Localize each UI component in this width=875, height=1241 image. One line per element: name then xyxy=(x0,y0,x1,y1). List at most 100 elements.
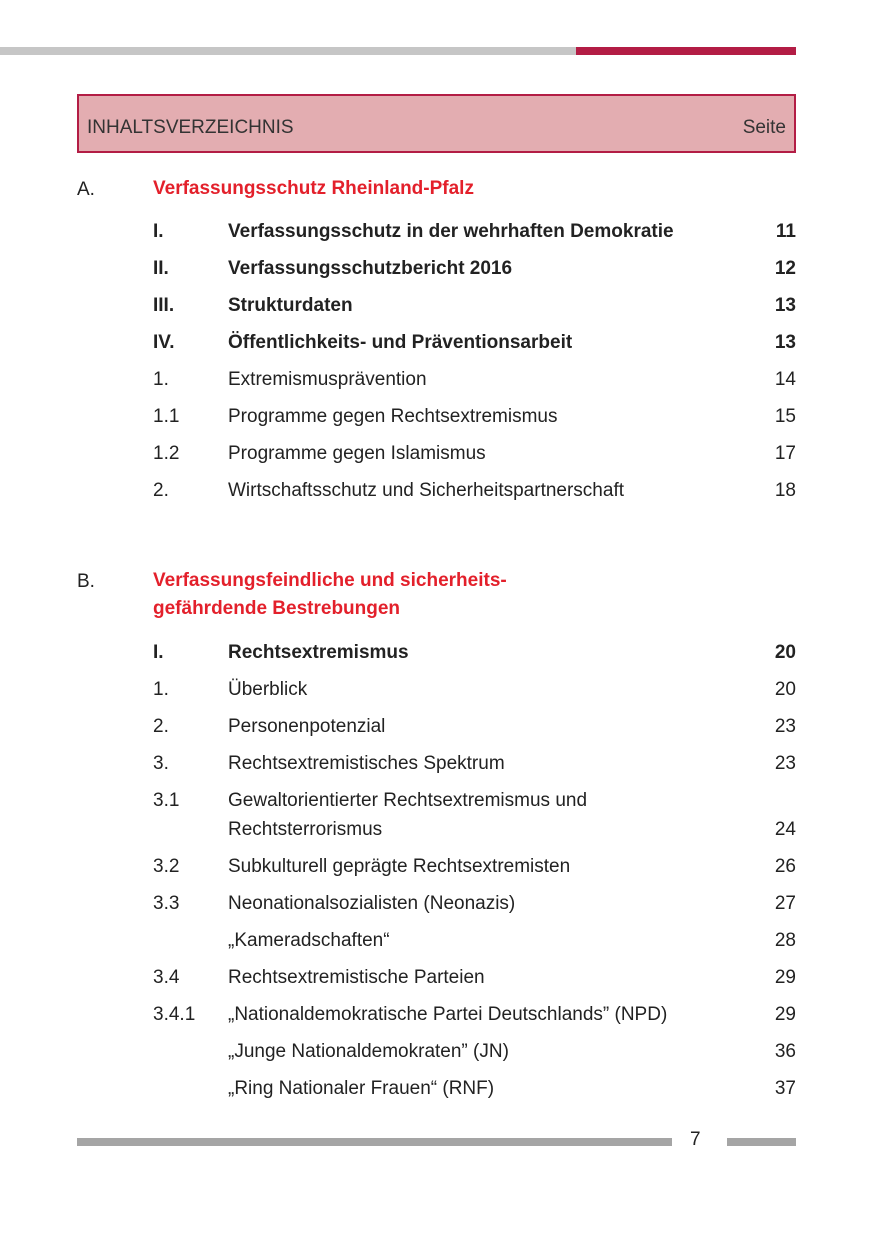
entry-number: 1.1 xyxy=(153,406,180,427)
entry-page: 26 xyxy=(774,856,796,877)
footer-bar-left xyxy=(77,1138,672,1146)
entry-title: Verfassungsschutzbericht 2016 xyxy=(228,258,513,279)
toc-entry[interactable]: 3.2 Subkulturell geprägte Rechtsextremist… xyxy=(153,848,796,885)
entry-title: „Nationaldemokratische Partei Deutschlan… xyxy=(228,1004,668,1025)
entry-title: Verfassungsschutz in der wehrhaften Demo… xyxy=(228,221,674,242)
entry-title: „Junge Nationaldemokraten” (JN) xyxy=(228,1041,509,1062)
entry-number: III. xyxy=(153,295,175,316)
entry-page: 29 xyxy=(774,1004,796,1025)
entry-page: 13 xyxy=(774,295,796,316)
entry-title: Programme gegen Rechtsextremismus xyxy=(228,406,558,427)
toc-entry[interactable]: „Ring Nationaler Frauen“ (RNF) 37 xyxy=(153,1070,796,1107)
toc-entry[interactable]: 3. Rechtsextremistisches Spektrum 23 xyxy=(153,745,796,782)
section-title: Verfassungsschutz Rheinland-Pfalz xyxy=(153,178,474,199)
entry-number: 3.3 xyxy=(153,893,180,914)
section-a-entries: I. Verfassungsschutz in der wehrhaften De… xyxy=(153,213,796,509)
entry-title-line: Gewaltorientierter Rechtsextremismus und xyxy=(228,790,588,811)
entry-number: II. xyxy=(153,258,169,279)
footer-bar-right xyxy=(727,1138,796,1146)
entry-title: „Kameradschaften“ xyxy=(228,930,390,951)
toc-entry[interactable]: „Junge Nationaldemokraten” (JN) 36 xyxy=(153,1033,796,1070)
toc-entry[interactable]: 1. Extremismusprävention 14 xyxy=(153,361,796,398)
entry-page: 13 xyxy=(774,332,796,353)
entry-number: 3.4 xyxy=(153,967,180,988)
top-accent-bar xyxy=(576,47,796,55)
page-number: 7 xyxy=(690,1129,701,1150)
toc-entry[interactable]: 1.1 Programme gegen Rechtsextremismus 15 xyxy=(153,398,796,435)
entry-page: 11 xyxy=(775,221,796,242)
entry-page: 28 xyxy=(774,930,796,951)
toc-entry[interactable]: 1.2 Programme gegen Islamismus 17 xyxy=(153,435,796,472)
toc-entry[interactable]: IV. Öffentlichkeits- und Präventionsarbei… xyxy=(153,324,796,361)
toc-entry[interactable]: II. Verfassungsschutzbericht 2016 12 xyxy=(153,250,796,287)
toc-entry[interactable]: 3.3 Neonationalsozialisten (Neonazis) 27 xyxy=(153,885,796,922)
entry-title: Rechtsextremismus xyxy=(228,642,409,663)
entry-number: 2. xyxy=(153,716,169,737)
entry-number: 1.2 xyxy=(153,443,180,464)
toc-entry[interactable]: 1. Überblick 20 xyxy=(153,671,796,708)
toc-entry[interactable]: „Kameradschaften“ 28 xyxy=(153,922,796,959)
entry-title: Strukturdaten xyxy=(228,295,353,316)
entry-title: Personenpotenzial xyxy=(228,716,386,737)
entry-number: 3. xyxy=(153,753,169,774)
toc-entry[interactable]: 2. Personenpotenzial 23 xyxy=(153,708,796,745)
toc-entry[interactable]: 2. Wirtschaftsschutz und Sicherheitspartn… xyxy=(153,472,796,509)
entry-page: 23 xyxy=(774,716,796,737)
entry-title: Extremismusprävention xyxy=(228,369,427,390)
entry-number: I. xyxy=(153,221,164,242)
toc-entry[interactable]: I. Rechtsextremismus 20 xyxy=(153,634,796,671)
entry-number: 1. xyxy=(153,369,169,390)
entry-number: 1. xyxy=(153,679,169,700)
section-title: Verfassungsfeindliche und sicherheits- g… xyxy=(153,567,507,623)
entry-page: 14 xyxy=(774,369,796,390)
entry-page: 12 xyxy=(774,258,796,279)
entry-title: Rechtsextremistische Parteien xyxy=(228,967,485,988)
toc-entry[interactable]: 3.4 Rechtsextremistische Parteien 29 xyxy=(153,959,796,996)
entry-page: 27 xyxy=(774,893,796,914)
entry-title: Öffentlichkeits- und Präventionsarbeit xyxy=(228,332,573,353)
entry-number xyxy=(153,1037,228,1066)
section-b-heading: B. Verfassungsfeindliche und sicherheits… xyxy=(77,567,796,625)
toc-entry[interactable]: III. Strukturdaten 13 xyxy=(153,287,796,324)
entry-title: Überblick xyxy=(228,679,308,700)
entry-page: 20 xyxy=(774,679,796,700)
entry-number: 2. xyxy=(153,480,169,501)
entry-title: Gewaltorientierter Rechtsextremismus und… xyxy=(228,786,796,844)
toc-entry[interactable]: I. Verfassungsschutz in der wehrhaften De… xyxy=(153,213,796,250)
entry-number xyxy=(153,926,228,955)
entry-page: 18 xyxy=(774,480,796,501)
section-b-entries: I. Rechtsextremismus 20 1. Überblick 20 2. Pers… xyxy=(153,634,796,1107)
entry-number xyxy=(153,1074,228,1103)
entry-number: 3.2 xyxy=(153,856,180,877)
entry-title: Programme gegen Islamismus xyxy=(228,443,486,464)
toc-entry[interactable]: 3.1 Gewaltorientierter Rechtsextremismus … xyxy=(153,782,796,848)
entry-title: Neonationalsozialisten (Neonazis) xyxy=(228,893,516,914)
entry-title: Subkulturell geprägte Rechtsextremisten xyxy=(228,856,571,877)
entry-page: 24 xyxy=(774,819,796,840)
section-letter: B. xyxy=(77,571,95,592)
section-a-heading: A. Verfassungsschutz Rheinland-Pfalz xyxy=(77,175,796,204)
entry-number: 3.1 xyxy=(153,790,180,811)
entry-number: 3.4.1 xyxy=(153,1004,196,1025)
entry-title-line: Rechtsterrorismus xyxy=(228,819,383,840)
page-column-label: Seite xyxy=(742,117,786,138)
toc-entry[interactable]: 3.4.1 „Nationaldemokratische Partei Deuts… xyxy=(153,996,796,1033)
top-gray-bar xyxy=(0,47,576,55)
section-letter: A. xyxy=(77,179,95,200)
entry-page: 23 xyxy=(774,753,796,774)
toc-title: INHALTSVERZEICHNIS xyxy=(87,117,294,138)
entry-page: 17 xyxy=(774,443,796,464)
entry-title: Rechtsextremistisches Spektrum xyxy=(228,753,505,774)
entry-title: Wirtschaftsschutz und Sicherheitspartner… xyxy=(228,480,625,501)
entry-number: IV. xyxy=(153,332,175,353)
entry-page: 29 xyxy=(774,967,796,988)
entry-title: „Ring Nationaler Frauen“ (RNF) xyxy=(228,1078,495,1099)
entry-page: 37 xyxy=(774,1078,796,1099)
entry-page: 15 xyxy=(774,406,796,427)
toc-header: INHALTSVERZEICHNIS Seite xyxy=(77,94,796,153)
section-title-line: gefährdende Bestrebungen xyxy=(153,598,401,619)
entry-number: I. xyxy=(153,642,164,663)
section-title-line: Verfassungsfeindliche und sicherheits- xyxy=(153,570,507,591)
entry-page: 20 xyxy=(774,642,796,663)
entry-page: 36 xyxy=(774,1041,796,1062)
